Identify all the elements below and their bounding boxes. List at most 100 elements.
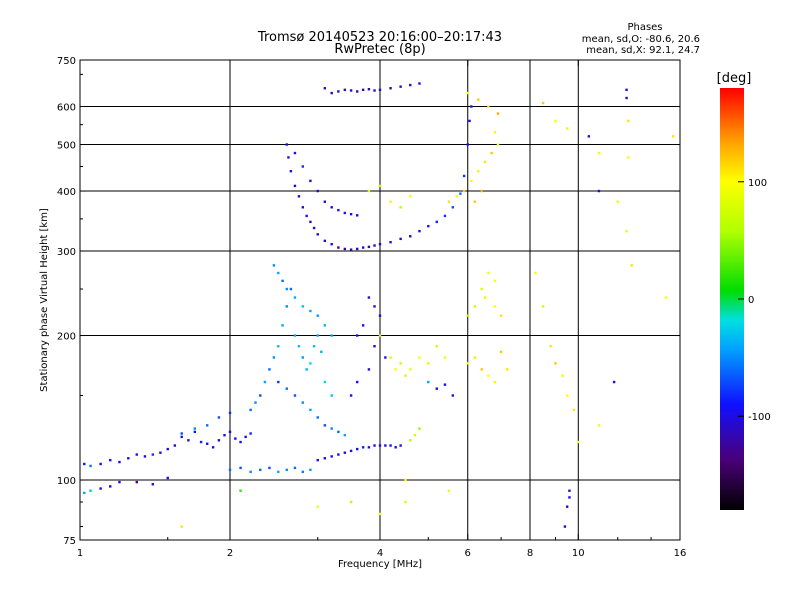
data-point [173,444,177,447]
data-point [534,271,537,275]
data-point [378,444,382,447]
data-point [394,446,397,449]
data-point [330,455,333,458]
y-axis-label: Stationary phase Virtual Height [km] [39,208,50,392]
data-point [323,457,327,460]
data-point [99,462,102,466]
data-point [597,189,601,193]
colorbar-tick-label: -100 [748,412,771,423]
data-point [118,480,121,484]
data-point [493,279,497,283]
data-point [473,200,477,203]
data-point [217,416,221,419]
data-point [330,427,333,430]
data-point [541,305,545,308]
x-tick-label: 1 [77,548,83,559]
data-point [418,356,421,359]
data-point [378,184,382,188]
data-point [259,394,262,397]
data-point [483,160,487,164]
data-point [404,374,407,377]
data-point [343,247,347,251]
data-point [187,439,190,442]
data-point [470,179,473,183]
data-point [499,350,503,353]
data-point [272,356,276,359]
x-axis-label: Frequency [MHz] [338,559,422,570]
data-point [597,151,601,155]
data-point [312,345,316,348]
data-point [343,451,347,454]
data-point [249,408,252,412]
data-point [293,151,297,155]
data-point [664,296,668,299]
data-point [355,380,359,384]
data-point [259,468,262,472]
data-point [493,380,497,384]
data-point [389,356,392,359]
data-point [625,96,628,100]
data-point [367,87,371,91]
x-tick-label: 10 [572,548,585,559]
data-point [409,368,412,371]
data-point [277,470,280,474]
data-point [568,489,571,492]
data-point [443,214,447,218]
data-point [234,437,237,440]
data-point [496,112,500,115]
data-point [355,334,359,337]
data-point [109,485,112,488]
data-point [330,334,333,337]
data-point [349,449,353,453]
data-point [480,368,483,371]
data-point [135,480,138,484]
data-point [389,444,392,447]
x-axis-ticks: 1 2 4 6 8 10 16 [77,60,686,559]
data-point [309,179,312,183]
data-point [466,362,469,365]
data-point [309,362,312,365]
data-point [277,271,280,275]
data-point [373,244,376,247]
data-point [361,88,365,92]
data-point [166,476,169,480]
data-point [561,374,564,377]
data-point [151,483,155,486]
data-point [455,195,458,198]
data-point [297,195,301,198]
data-point [394,368,397,371]
data-point [99,487,102,490]
data-point [418,427,421,430]
data-point [487,271,490,275]
data-point [293,334,297,337]
data-point [199,440,203,444]
data-point [83,462,86,466]
data-point [323,324,327,327]
data-point [409,195,412,198]
data-point [305,368,308,371]
data-point [587,135,591,138]
data-point [373,305,376,308]
data-point [143,455,147,458]
data-point [361,324,365,327]
data-point [293,394,297,397]
data-point [459,192,462,195]
data-point [627,119,630,123]
data-point [373,444,376,447]
data-point [349,500,353,504]
data-point [630,264,633,267]
data-point [330,242,333,246]
data-point [316,416,319,419]
data-point [285,468,288,472]
x-tick-label: 2 [227,548,233,559]
data-point [277,380,280,384]
data-point [473,356,477,359]
data-point [343,88,347,92]
data-point [490,151,493,155]
data-point [597,424,601,427]
data-point [480,189,483,193]
data-point [316,189,319,193]
data-point [462,174,466,178]
data-point [193,430,197,434]
data-point [367,368,371,371]
